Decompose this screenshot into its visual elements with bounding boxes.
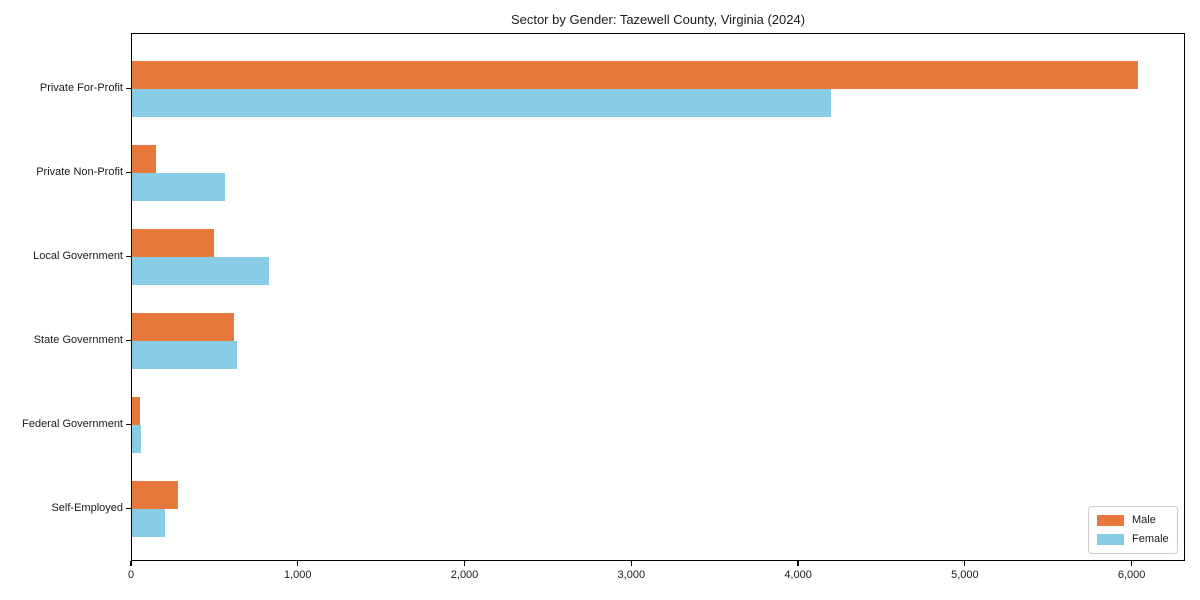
y-axis-tick xyxy=(126,171,131,173)
y-axis-tick xyxy=(126,255,131,257)
x-tick-label: 4,000 xyxy=(784,569,812,581)
category-label: Federal Government xyxy=(22,418,123,430)
x-axis-tick xyxy=(297,561,299,566)
x-tick-label: 2,000 xyxy=(450,569,479,581)
bar-female xyxy=(132,257,269,285)
x-tick-label: 0 xyxy=(127,569,135,581)
bar-male xyxy=(132,313,234,341)
bar-female xyxy=(132,173,225,201)
x-tick-label: 1,000 xyxy=(284,569,312,581)
x-axis-tick xyxy=(1131,561,1133,566)
bar-male xyxy=(132,481,178,509)
bar-female xyxy=(132,509,165,537)
x-axis-tick xyxy=(630,561,632,566)
bar-male xyxy=(132,229,214,257)
x-tick-label: 3,000 xyxy=(617,569,646,581)
bar-female xyxy=(132,341,238,369)
x-tick-label: 5,000 xyxy=(951,569,979,581)
bar-male xyxy=(132,61,1138,89)
legend-entry-male: Male xyxy=(1097,514,1169,527)
legend-entry-female: Female xyxy=(1097,533,1169,546)
category-label: State Government xyxy=(33,334,123,346)
bar-female xyxy=(132,89,831,117)
bar-male xyxy=(132,145,157,173)
chart-title: Sector by Gender: Tazewell County, Virgi… xyxy=(510,12,806,27)
category-label: Self-Employed xyxy=(51,502,123,514)
bar-male xyxy=(132,397,140,425)
female-series-swatch-icon xyxy=(1097,534,1124,545)
y-axis-tick xyxy=(126,507,131,509)
legend: Male Female xyxy=(1088,506,1178,554)
category-label: Private For-Profit xyxy=(39,82,123,94)
x-axis-tick xyxy=(130,561,132,566)
plot-area: Male Female xyxy=(131,33,1185,561)
legend-label-male: Male xyxy=(1132,514,1156,526)
x-axis-tick xyxy=(463,561,466,566)
y-axis-tick xyxy=(126,423,131,425)
y-axis-tick xyxy=(126,339,131,341)
category-label: Private Non-Profit xyxy=(36,166,123,178)
x-tick-label: 6,000 xyxy=(1117,569,1146,581)
category-label: Local Government xyxy=(33,250,123,262)
x-axis-tick xyxy=(797,561,799,566)
legend-label-female: Female xyxy=(1132,533,1169,545)
x-axis-tick xyxy=(964,561,966,566)
y-axis-tick xyxy=(126,87,131,89)
male-series-swatch-icon xyxy=(1097,515,1124,526)
bar-female xyxy=(132,425,142,453)
